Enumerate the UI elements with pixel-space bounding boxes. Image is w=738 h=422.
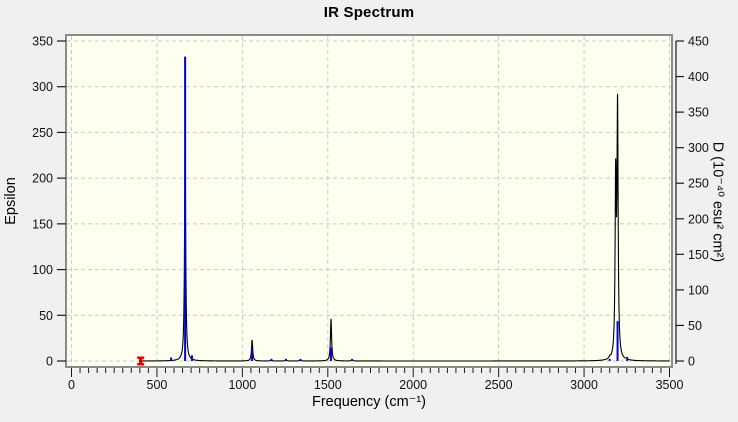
svg-text:300: 300: [32, 80, 53, 94]
svg-text:50: 50: [39, 309, 53, 323]
right-axis-ticks: [675, 40, 684, 364]
x-axis-tick-labels: 0 500 1000 1500 2000 2500 3000 3500: [68, 378, 683, 392]
svg-text:0: 0: [46, 355, 53, 369]
svg-text:150: 150: [32, 217, 53, 231]
svg-text:50: 50: [688, 319, 702, 333]
svg-text:250: 250: [688, 177, 709, 191]
epsilon-curve: [139, 93, 670, 362]
plot-background: [66, 35, 672, 367]
svg-text:350: 350: [688, 106, 709, 120]
svg-text:200: 200: [688, 212, 709, 226]
svg-text:1000: 1000: [228, 378, 256, 392]
left-y-axis-label: Epsilon: [3, 177, 19, 225]
svg-text:3000: 3000: [570, 378, 598, 392]
right-axis-tick-labels: 0 50 100 150 200 250 300 350 400 450: [688, 35, 709, 369]
plot-frame: [65, 34, 673, 368]
x-axis-ticks: [71, 368, 670, 377]
svg-text:500: 500: [147, 378, 168, 392]
selected-mode-marker[interactable]: [137, 356, 145, 366]
svg-text:2000: 2000: [399, 378, 427, 392]
svg-text:2500: 2500: [485, 378, 513, 392]
svg-text:150: 150: [688, 248, 709, 262]
svg-text:1500: 1500: [314, 378, 342, 392]
svg-text:100: 100: [32, 263, 53, 277]
svg-text:350: 350: [32, 35, 53, 49]
right-y-axis-label: D (10⁻⁴⁰ esu² cm²): [709, 141, 726, 263]
svg-text:250: 250: [32, 126, 53, 140]
svg-text:0: 0: [68, 378, 75, 392]
left-axis-ticks: [57, 40, 66, 362]
d-impulse-sticks: [170, 56, 629, 361]
svg-text:300: 300: [688, 141, 709, 155]
svg-text:400: 400: [688, 70, 709, 84]
chart-title: IR Spectrum: [323, 4, 415, 21]
x-axis-label: Frequency (cm⁻¹): [311, 394, 426, 410]
left-axis-tick-labels: 0 50 100 150 200 250 300 350: [32, 35, 53, 369]
svg-text:0: 0: [688, 355, 695, 369]
svg-text:200: 200: [32, 172, 53, 186]
svg-text:450: 450: [688, 35, 709, 49]
svg-text:3500: 3500: [656, 378, 684, 392]
svg-text:100: 100: [688, 283, 709, 297]
